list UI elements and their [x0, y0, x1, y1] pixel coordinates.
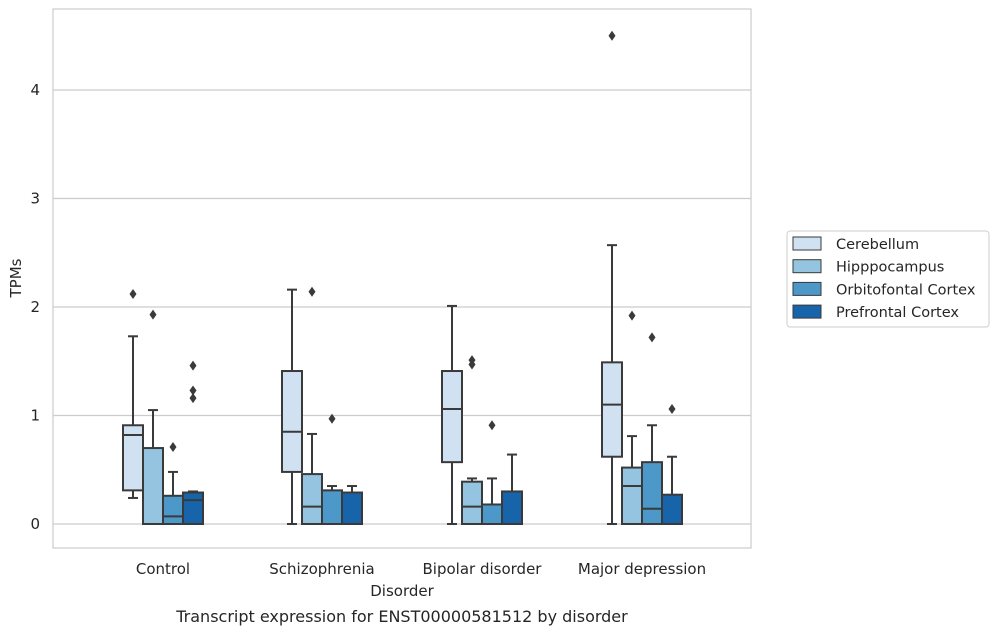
legend-frame	[786, 230, 990, 328]
box	[481, 503, 503, 526]
outlier-point	[189, 385, 197, 396]
legend-label: Hipppocampus	[836, 260, 944, 276]
y-axis-label: TPMs	[7, 258, 25, 298]
box-group	[321, 413, 343, 525]
y-tick-label: 3	[30, 190, 40, 208]
box	[501, 490, 523, 526]
box	[162, 494, 184, 526]
box	[301, 473, 323, 525]
legend-label: Cerebellum	[836, 237, 919, 253]
x-axis-label: Disorder	[370, 582, 434, 600]
x-tick-labels: Control Schizophrenia Bipolar disorder Majo…	[136, 560, 706, 578]
box-group	[661, 403, 683, 525]
box-group	[142, 309, 164, 525]
box-group	[341, 485, 363, 526]
box-group	[461, 355, 483, 525]
box-group	[162, 441, 184, 526]
box-layer	[122, 30, 683, 526]
box-group	[441, 304, 463, 525]
x-tick-label: Major depression	[578, 560, 706, 578]
outlier-point	[648, 332, 656, 343]
legend-swatch	[792, 281, 822, 296]
outlier-point	[189, 393, 197, 404]
legend-label: Prefrontal Cortex	[836, 305, 959, 321]
box	[601, 361, 623, 458]
legend-swatch	[792, 304, 822, 319]
plot-frame	[52, 8, 752, 549]
box-group	[481, 420, 503, 526]
y-tick-label: 0	[30, 515, 40, 533]
box	[182, 491, 204, 526]
box-group	[122, 288, 144, 499]
y-tick-labels: 0 1 2 3 4	[30, 81, 40, 533]
y-tick-label: 1	[30, 407, 40, 425]
box-group	[601, 30, 623, 525]
box	[341, 491, 363, 526]
box-group	[621, 310, 643, 525]
y-tick-label: 4	[30, 81, 40, 99]
box-group	[641, 332, 663, 525]
outlier-point	[608, 30, 616, 41]
legend-swatch	[792, 259, 822, 274]
outlier-point	[628, 310, 636, 321]
legend-items: Cerebellum Hipppocampus Orbitofontal Corte…	[792, 236, 976, 321]
x-tick-label: Bipolar disorder	[423, 560, 543, 578]
outlier-point	[308, 286, 316, 297]
box-group	[182, 360, 204, 526]
outlier-point	[668, 403, 676, 414]
box	[142, 447, 164, 525]
outlier-point	[468, 355, 476, 366]
legend-swatch	[792, 236, 822, 251]
outlier-point	[328, 413, 336, 424]
box	[441, 370, 463, 464]
box	[661, 493, 683, 525]
outlier-point	[488, 420, 496, 431]
x-tick-label: Schizophrenia	[269, 560, 374, 578]
y-tick-label: 2	[30, 298, 40, 316]
legend-label: Orbitofontal Cortex	[836, 282, 976, 298]
outlier-point	[169, 441, 177, 452]
box	[621, 466, 643, 525]
box	[641, 461, 663, 525]
box-group	[301, 286, 323, 525]
box	[461, 480, 483, 525]
chart-title: Transcript expression for ENST0000058151…	[175, 607, 628, 626]
box	[321, 489, 343, 525]
legend: Cerebellum Hipppocampus Orbitofontal Corte…	[786, 230, 990, 328]
box-group	[281, 288, 303, 525]
x-tick-label: Control	[136, 560, 190, 578]
outlier-point	[189, 360, 197, 371]
outlier-point	[149, 309, 157, 320]
box	[281, 370, 303, 473]
box-group	[501, 453, 523, 526]
outlier-point	[129, 288, 137, 299]
